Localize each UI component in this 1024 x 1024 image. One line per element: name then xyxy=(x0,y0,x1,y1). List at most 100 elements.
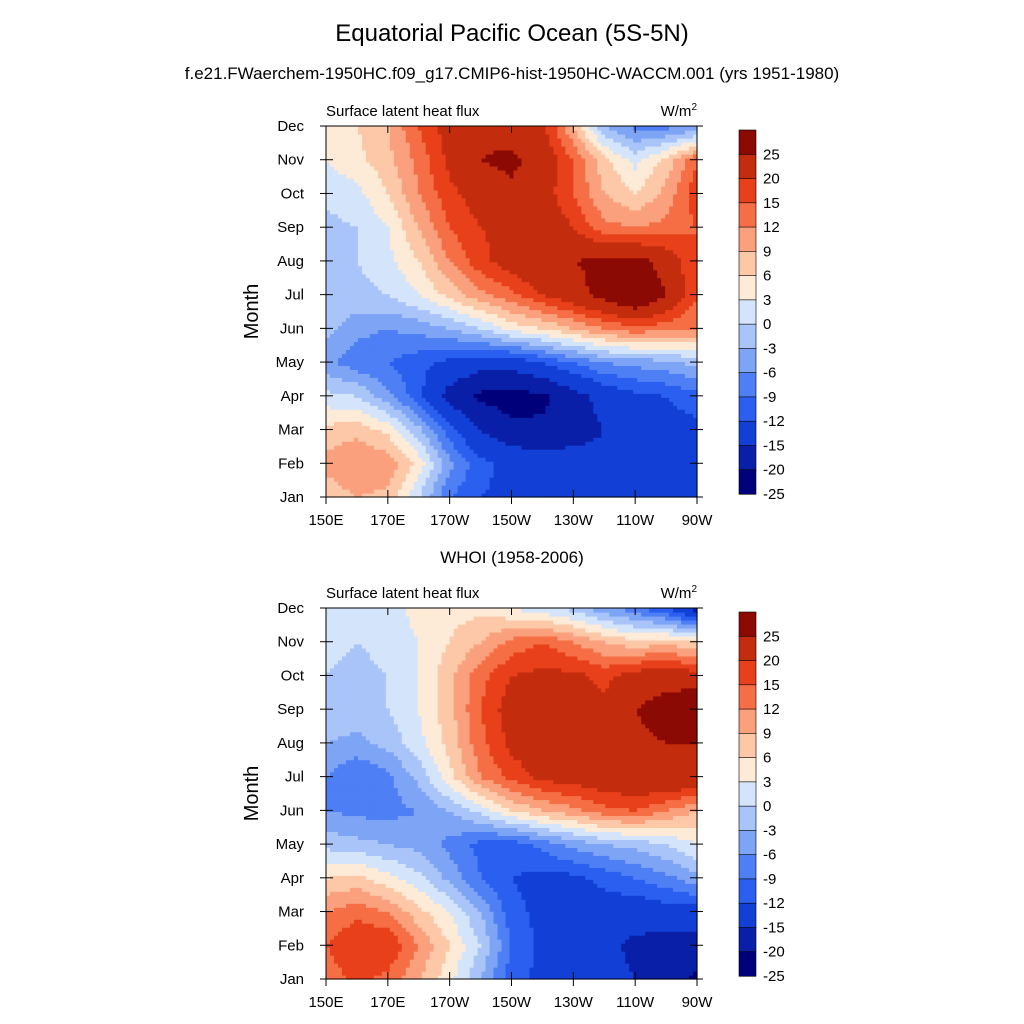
heatmap-cell xyxy=(470,449,475,454)
heatmap-cell xyxy=(685,385,690,390)
heatmap-cell xyxy=(506,325,511,330)
heatmap-cell xyxy=(557,365,562,370)
heatmap-cell xyxy=(565,397,570,402)
heatmap-cell xyxy=(362,282,367,287)
heatmap-cell xyxy=(370,302,375,307)
heatmap-cell xyxy=(406,325,411,330)
heatmap-cell xyxy=(633,313,638,318)
heatmap-cell xyxy=(653,365,658,370)
heatmap-cell xyxy=(669,329,674,334)
heatmap-cell xyxy=(422,389,427,394)
heatmap-cell xyxy=(585,433,590,438)
heatmap-cell xyxy=(510,437,515,442)
heatmap-cell xyxy=(478,413,483,418)
heatmap-cell xyxy=(498,449,503,454)
heatmap-cell xyxy=(418,306,423,311)
heatmap-cell xyxy=(490,457,495,462)
heatmap-cell xyxy=(525,401,530,406)
heatmap-cell xyxy=(346,381,351,386)
heatmap-cell xyxy=(482,298,487,303)
heatmap-cell xyxy=(374,485,379,490)
heatmap-cell xyxy=(609,298,614,303)
heatmap-cell xyxy=(394,449,399,454)
heatmap-cell xyxy=(673,306,678,311)
heatmap-cell xyxy=(454,369,459,374)
heatmap-cell xyxy=(549,298,554,303)
heatmap-cell xyxy=(414,333,419,338)
heatmap-cell xyxy=(406,321,411,326)
heatmap-cell xyxy=(402,437,407,442)
heatmap-cell xyxy=(378,349,383,354)
heatmap-cell xyxy=(482,377,487,382)
heatmap-cell xyxy=(338,313,343,318)
heatmap-cell xyxy=(673,349,678,354)
heatmap-cell xyxy=(641,481,646,486)
heatmap-cell xyxy=(498,377,503,382)
heatmap-cell xyxy=(482,437,487,442)
heatmap-cell xyxy=(338,433,343,438)
heatmap-cell xyxy=(529,317,534,322)
heatmap-cell xyxy=(641,461,646,466)
heatmap-cell xyxy=(581,469,586,474)
heatmap-cell xyxy=(577,377,582,382)
heatmap-cell xyxy=(430,349,435,354)
heatmap-cell xyxy=(494,445,499,450)
heatmap-cell xyxy=(470,306,475,311)
heatmap-cell xyxy=(533,465,538,470)
heatmap-cell xyxy=(617,485,622,490)
heatmap-cell xyxy=(685,313,690,318)
heatmap-cell xyxy=(346,369,351,374)
heatmap-cell xyxy=(374,333,379,338)
heatmap-cell xyxy=(553,357,558,362)
heatmap-cell xyxy=(621,465,626,470)
heatmap-cell xyxy=(557,385,562,390)
heatmap-cell xyxy=(557,465,562,470)
heatmap-cell xyxy=(494,421,499,426)
heatmap-cell xyxy=(490,298,495,303)
heatmap-cell xyxy=(541,429,546,434)
heatmap-cell xyxy=(613,409,618,414)
heatmap-cell xyxy=(553,425,558,430)
heatmap-cell xyxy=(502,313,507,318)
heatmap-cell xyxy=(577,321,582,326)
heatmap-cell xyxy=(426,385,431,390)
heatmap-cell xyxy=(386,481,391,486)
heatmap-cell xyxy=(350,477,355,482)
heatmap-cell xyxy=(689,353,694,358)
heatmap-cell xyxy=(446,445,451,450)
heatmap-cell xyxy=(629,290,634,295)
heatmap-cell xyxy=(681,302,686,307)
heatmap-cell xyxy=(398,313,403,318)
heatmap-cell xyxy=(406,457,411,462)
heatmap-cell xyxy=(382,302,387,307)
heatmap-cell xyxy=(370,425,375,430)
heatmap-cell xyxy=(334,421,339,426)
heatmap-cell xyxy=(430,445,435,450)
heatmap-cell xyxy=(390,457,395,462)
heatmap-cell xyxy=(398,473,403,478)
heatmap-cell xyxy=(633,369,638,374)
heatmap-cell xyxy=(573,489,578,494)
heatmap-cell xyxy=(358,389,363,394)
heatmap-cell xyxy=(446,389,451,394)
heatmap-cell xyxy=(382,473,387,478)
heatmap-cell xyxy=(334,294,339,299)
heatmap-cell xyxy=(474,329,479,334)
heatmap-cell xyxy=(565,417,570,422)
heatmap-cell xyxy=(677,401,682,406)
heatmap-cell xyxy=(506,294,511,299)
heatmap-cell xyxy=(418,485,423,490)
heatmap-cell xyxy=(510,397,515,402)
heatmap-cell xyxy=(537,405,542,410)
heatmap-cell xyxy=(637,325,642,330)
heatmap-cell xyxy=(350,349,355,354)
heatmap-cell xyxy=(458,337,463,342)
heatmap-cell xyxy=(498,409,503,414)
heatmap-cell xyxy=(665,477,670,482)
heatmap-cell xyxy=(450,405,455,410)
heatmap-cell xyxy=(545,457,550,462)
heatmap-cell xyxy=(462,310,467,315)
heatmap-cell xyxy=(410,306,415,311)
heatmap-cell xyxy=(338,373,343,378)
heatmap-cell xyxy=(450,290,455,295)
